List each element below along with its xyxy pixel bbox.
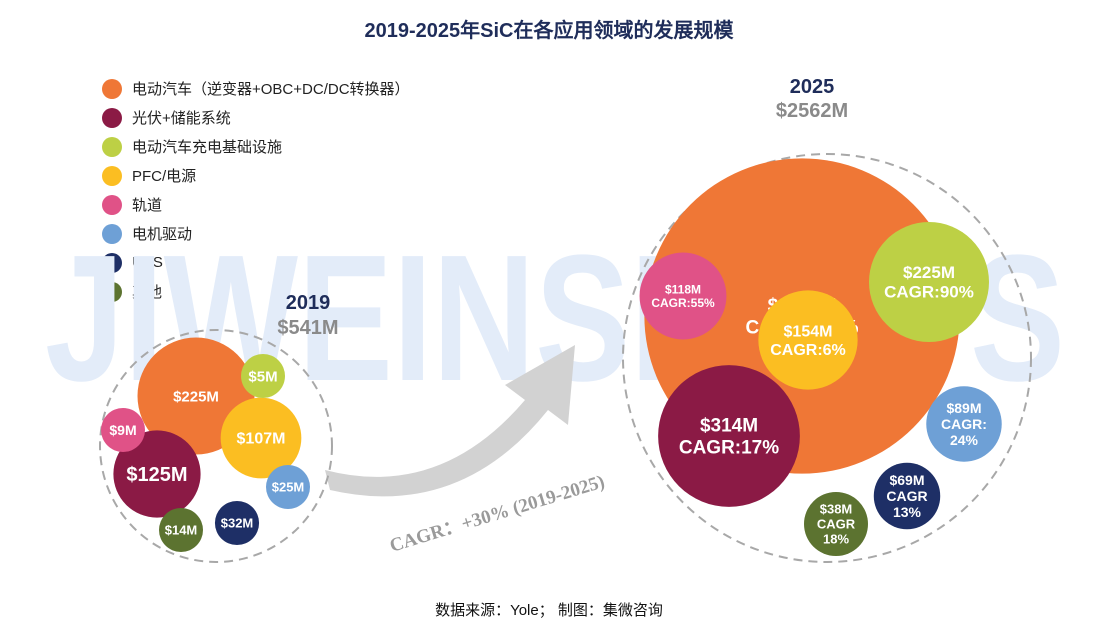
legend-label: UPS (132, 254, 163, 271)
legend-swatch (102, 78, 122, 99)
source-note: 数据来源：Yole； 制图：集微咨询 (435, 602, 663, 619)
bubble-value-label: $225M (173, 388, 219, 405)
bubble-value-label: $154M (784, 323, 833, 340)
bubble (101, 408, 145, 452)
bubble-value-label: $32M (221, 516, 254, 531)
bubble-value-label: CAGR (817, 517, 856, 532)
legend-label: 电机驱动 (132, 226, 193, 243)
bubble (804, 492, 868, 556)
legend-item: 电机驱动 (102, 219, 410, 248)
bubble-value-label: CAGR:90% (884, 283, 974, 302)
legend-item: PFC/电源 (102, 161, 410, 190)
bubble (159, 508, 203, 552)
legend-label: PFC/电源 (132, 168, 197, 185)
legend-swatch (102, 252, 122, 273)
legend-item: UPS (102, 248, 410, 277)
bubble-value-label: CAGR:17% (679, 438, 779, 459)
legend-swatch (102, 281, 122, 302)
legend-label: 轨道 (132, 197, 163, 214)
bubble-value-label: CAGR (886, 488, 927, 504)
bubble-value-label: $25M (272, 480, 305, 495)
year-label: 2025 (790, 76, 835, 98)
legend-item: 轨道 (102, 190, 410, 219)
bubble (214, 500, 260, 546)
bubble-group-2025: 2025$2562M$1553MCAGR：38%$314MCAGR:17%$22… (622, 76, 1032, 563)
bubble-value-label: CAGR:6% (770, 342, 846, 359)
bubble-value-label: $314M (700, 416, 758, 437)
bubble-value-label: CAGR:55% (651, 296, 715, 310)
bubble-value-label: 18% (823, 532, 849, 547)
bubble-value-label: $225M (903, 263, 955, 282)
total-label: $2562M (776, 100, 848, 122)
legend-label: 电动汽车（逆变器+OBC+DC/DC转换器） (132, 81, 410, 98)
group-boundary (99, 329, 333, 563)
bubble-value-label: $118M (665, 282, 701, 296)
bubble-value-label: $69M (889, 472, 924, 488)
legend: 电动汽车（逆变器+OBC+DC/DC转换器） 光伏+储能系统电动汽车充电基础设施 P… (102, 74, 410, 306)
bubble-value-label: $5M (248, 368, 277, 385)
year-label: 2019 (286, 292, 331, 314)
legend-item: 其他 (102, 277, 410, 306)
bubble-value-label: 13% (893, 504, 922, 520)
bubble (758, 290, 858, 390)
legend-swatch (102, 107, 122, 128)
bubble-value-label: $38M (820, 502, 853, 517)
bubble-value-label: CAGR: (941, 416, 987, 432)
legend-label: 电动汽车充电基础设施 (132, 139, 283, 156)
legend-swatch (102, 165, 122, 186)
legend-label: 其他 (132, 284, 163, 301)
bubble-value-label: $125M (126, 464, 187, 486)
bubble (658, 365, 800, 507)
group-boundary (622, 153, 1032, 563)
chart-title: 2019-2025年SiC在各应用领域的发展规模 (364, 20, 734, 42)
bubble-value-label: 24% (950, 432, 979, 448)
bubble-value-label: $107M (237, 431, 286, 448)
bubble (639, 252, 727, 340)
bubble (241, 354, 285, 398)
legend-swatch (102, 136, 122, 157)
bubble (926, 386, 1002, 462)
legend-item: 光伏+储能系统 (102, 103, 410, 132)
bubble (869, 222, 989, 342)
legend-item: 电动汽车充电基础设施 (102, 132, 410, 161)
bubble-group-2019: 2019 $541M $225M $125M $107M $32M $25M $14M $9M $… (99, 292, 339, 563)
bubble (113, 430, 201, 518)
total-label: $541M (277, 317, 338, 339)
growth-arrow (325, 345, 575, 497)
legend-swatch (102, 223, 122, 244)
legend-swatch (102, 194, 122, 215)
legend-label: 光伏+储能系统 (132, 110, 231, 127)
bubble (220, 397, 302, 479)
bubble-value-label: $89M (946, 400, 981, 416)
bubble (266, 465, 310, 509)
bubble (873, 462, 941, 530)
bubble-value-label: $9M (109, 422, 136, 438)
legend-item: 电动汽车（逆变器+OBC+DC/DC转换器） (102, 74, 410, 103)
bubble-value-label: $14M (165, 523, 198, 538)
